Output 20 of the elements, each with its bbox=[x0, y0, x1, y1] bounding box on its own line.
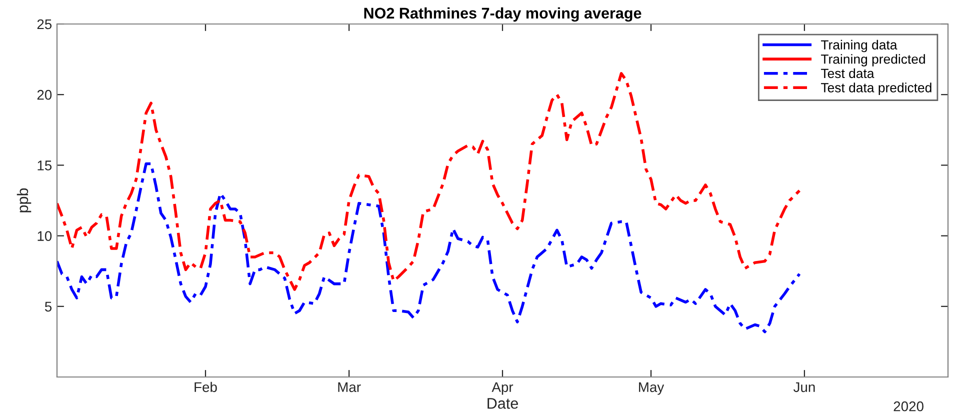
chart-title: NO2 Rathmines 7-day moving average bbox=[364, 7, 642, 22]
x-tick-label: Jun bbox=[793, 382, 815, 392]
legend-label: Training predicted bbox=[820, 54, 925, 66]
line-series bbox=[57, 72, 801, 291]
x-tick-label: May bbox=[639, 382, 664, 395]
x-axis-title: Date bbox=[488, 398, 518, 409]
line-series bbox=[57, 162, 801, 334]
y-tick-label: 15 bbox=[38, 160, 52, 170]
legend-label: Test data predicted bbox=[820, 82, 932, 95]
text: 2020 bbox=[894, 401, 924, 412]
x-tick-label: Feb bbox=[194, 382, 217, 392]
y-axis-title: ppb bbox=[16, 188, 32, 212]
y-tick-label: 5 bbox=[44, 302, 52, 312]
y-tick-label: 10 bbox=[38, 231, 52, 241]
x-tick-label: Apr bbox=[492, 382, 514, 395]
legend-label: Test data bbox=[820, 68, 874, 78]
y-tick-label: 20 bbox=[37, 90, 52, 100]
y-tick-label: 25 bbox=[37, 19, 52, 30]
legend-label: Training data bbox=[820, 40, 898, 52]
x-tick-label: Mar bbox=[338, 382, 361, 392]
